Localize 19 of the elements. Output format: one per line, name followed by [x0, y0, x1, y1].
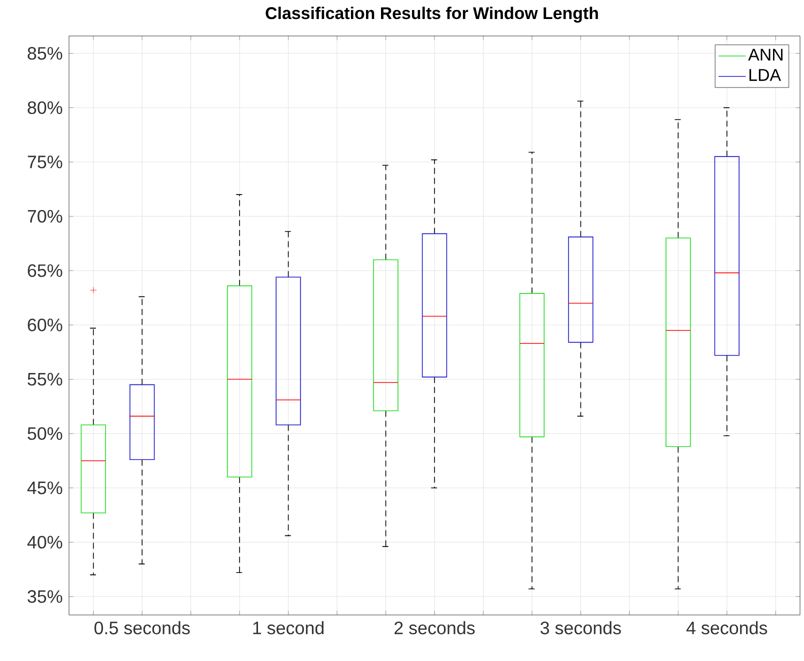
y-tick-label: 85% — [28, 47, 62, 60]
legend-label: ANN — [748, 48, 782, 60]
y-tick-label: 75% — [28, 156, 62, 168]
y-tick-label: 40% — [27, 536, 62, 549]
y-tick-label: 50% — [28, 427, 62, 440]
y-tick-label: 35% — [28, 590, 62, 603]
x-tick-label: 3 seconds — [540, 621, 621, 634]
chart-title: Classification Results for Window Length — [266, 6, 598, 23]
y-tick-label: 55% — [28, 372, 62, 386]
y-tick-label: 65% — [28, 264, 62, 277]
x-tick-label: 1 second — [253, 621, 324, 634]
x-tick-label: 4 seconds — [686, 621, 768, 634]
y-tick-label: 60% — [28, 318, 62, 332]
x-tick-label: 2 seconds — [394, 621, 475, 634]
x-tick-label: 0.5 seconds — [94, 621, 190, 634]
y-tick-label: 70% — [28, 210, 62, 223]
y-tick-label: 45% — [27, 482, 62, 494]
legend-label: LDA — [749, 69, 782, 81]
y-tick-label: 80% — [28, 101, 62, 114]
